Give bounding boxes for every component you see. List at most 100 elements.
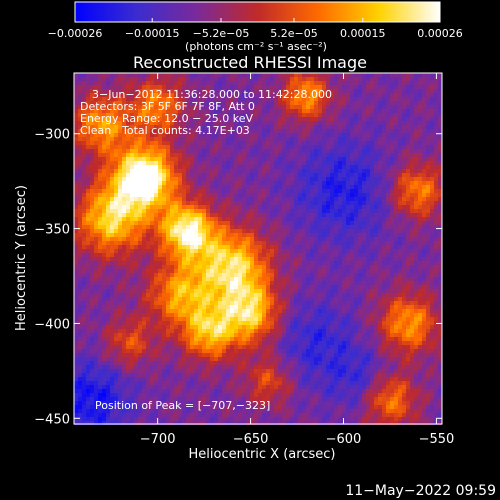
heatmap-cell <box>94 133 98 137</box>
heatmap-cell <box>130 281 134 285</box>
heatmap-cell <box>98 81 102 85</box>
heatmap-cell <box>110 133 114 137</box>
heatmap-cell <box>250 377 254 381</box>
heatmap-cell <box>226 317 230 321</box>
heatmap-cell <box>86 125 90 129</box>
heatmap-cell <box>82 289 86 293</box>
heatmap-cell <box>198 189 202 193</box>
heatmap-cell <box>146 153 150 157</box>
heatmap-cell <box>246 345 250 349</box>
heatmap-cell <box>190 337 194 341</box>
heatmap-cell <box>86 353 90 357</box>
heatmap-cell <box>130 141 134 145</box>
heatmap-cell <box>278 421 282 425</box>
heatmap-cell <box>194 349 198 353</box>
heatmap-cell <box>190 117 194 121</box>
heatmap-cell <box>178 161 182 165</box>
heatmap-cell <box>242 169 246 173</box>
heatmap-cell <box>174 193 178 197</box>
heatmap-cell <box>246 397 250 401</box>
heatmap-cell <box>106 125 110 129</box>
heatmap-cell <box>154 365 158 369</box>
heatmap-cell <box>262 81 266 85</box>
heatmap-cell <box>226 405 230 409</box>
heatmap-cell <box>278 249 282 253</box>
heatmap-cell <box>202 357 206 361</box>
heatmap-cell <box>174 405 178 409</box>
heatmap-cell <box>262 417 266 421</box>
heatmap-cell <box>250 273 254 277</box>
heatmap-cell <box>134 149 138 153</box>
heatmap-cell <box>242 421 246 425</box>
heatmap-cell <box>262 241 266 245</box>
heatmap-cell <box>182 201 186 205</box>
heatmap-cell <box>298 241 302 245</box>
heatmap-cell <box>142 373 146 377</box>
heatmap-cell <box>190 389 194 393</box>
heatmap-cell <box>138 161 142 165</box>
heatmap-cell <box>150 85 154 89</box>
heatmap-cell <box>274 137 278 141</box>
heatmap-cell <box>222 369 226 373</box>
heatmap-cell <box>178 273 182 277</box>
heatmap-cell <box>214 201 218 205</box>
heatmap-cell <box>258 317 262 321</box>
heatmap-cell <box>102 165 106 169</box>
heatmap-cell <box>90 265 94 269</box>
heatmap-cell <box>118 353 122 357</box>
heatmap-cell <box>106 349 110 353</box>
heatmap-cell <box>246 89 250 93</box>
heatmap-cell <box>278 365 282 369</box>
heatmap-cell <box>178 221 182 225</box>
heatmap-cell <box>102 357 106 361</box>
heatmap-cell <box>146 229 150 233</box>
heatmap-cell <box>294 357 298 361</box>
heatmap-cell <box>134 201 138 205</box>
heatmap-cell <box>206 301 210 305</box>
heatmap-cell <box>106 81 110 85</box>
heatmap-cell <box>282 277 286 281</box>
heatmap-cell <box>118 409 122 413</box>
heatmap-cell <box>206 217 210 221</box>
heatmap-cell <box>194 261 198 265</box>
heatmap-cell <box>290 161 294 165</box>
heatmap-cell <box>286 77 290 81</box>
heatmap-cell <box>290 413 294 417</box>
heatmap-cell <box>138 261 142 265</box>
heatmap-cell <box>166 181 170 185</box>
heatmap-cell <box>154 189 158 193</box>
heatmap-cell <box>202 261 206 265</box>
heatmap-cell <box>214 133 218 137</box>
heatmap-cell <box>78 377 82 381</box>
heatmap-cell <box>286 321 290 325</box>
heatmap-cell <box>242 281 246 285</box>
heatmap-cell <box>118 113 122 117</box>
heatmap-cell <box>226 337 230 341</box>
heatmap-cell <box>242 149 246 153</box>
heatmap-cell <box>178 117 182 121</box>
heatmap-cell <box>126 149 130 153</box>
heatmap-cell <box>246 77 250 81</box>
heatmap-cell <box>82 325 86 329</box>
heatmap-cell <box>98 133 102 137</box>
heatmap-cell <box>162 409 166 413</box>
heatmap-cell <box>254 381 258 385</box>
heatmap-cell <box>90 225 94 229</box>
heatmap-cell <box>266 77 270 81</box>
heatmap-cell <box>162 297 166 301</box>
heatmap-cell <box>150 413 154 417</box>
colorbar-gradient <box>74 1 441 23</box>
heatmap-cell <box>78 269 82 273</box>
heatmap-cell <box>86 93 90 97</box>
heatmap-cell <box>106 85 110 89</box>
heatmap-cell <box>158 133 162 137</box>
heatmap-cell <box>86 77 90 81</box>
heatmap-cell <box>182 125 186 129</box>
heatmap-cell <box>198 253 202 257</box>
heatmap-cell <box>146 381 150 385</box>
heatmap-cell <box>166 113 170 117</box>
heatmap-cell <box>154 337 158 341</box>
heatmap-cell <box>270 401 274 405</box>
heatmap-cell <box>218 261 222 265</box>
heatmap-cell <box>166 117 170 121</box>
